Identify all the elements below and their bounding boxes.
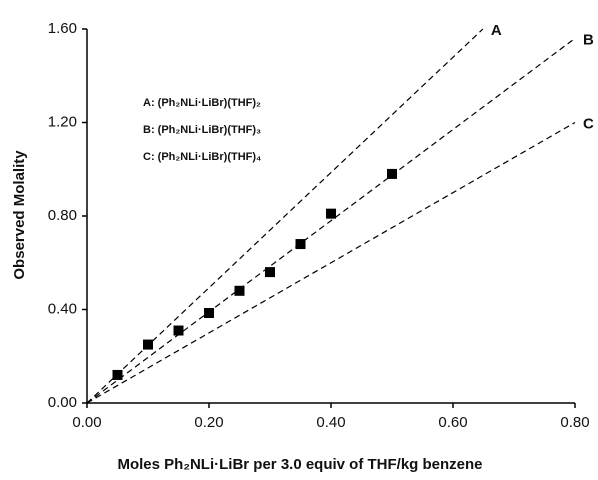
legend-entry: C: (Ph₂NLi·LiBr)(THF)₄ <box>143 151 261 163</box>
legend-entry: A: (Ph₂NLi·LiBr)(THF)₂ <box>143 97 261 109</box>
point <box>295 239 306 250</box>
point <box>204 308 214 319</box>
legend-entry: B: (Ph₂NLi·LiBr)(THF)₃ <box>143 124 261 136</box>
y-tick-label: 0.40 <box>48 300 77 317</box>
y-tick-label: 1.20 <box>48 113 77 130</box>
point <box>143 339 153 350</box>
y-tick-label: 0.00 <box>48 394 77 411</box>
line-label: C <box>583 115 594 132</box>
point <box>173 325 184 336</box>
point <box>234 285 245 296</box>
y-axis-label: Observed Molality <box>11 150 28 280</box>
line-label: B <box>583 31 594 48</box>
point <box>265 267 275 278</box>
x-tick-label: 0.20 <box>194 414 223 431</box>
line <box>86 37 576 404</box>
x-tick-label: 0.80 <box>560 414 589 431</box>
y-tick-label: 1.60 <box>48 20 77 37</box>
x-tick-label: 0.00 <box>72 414 101 431</box>
x-tick-label: 0.40 <box>316 414 345 431</box>
line-label: A <box>491 22 502 39</box>
x-axis-label: Moles Ph₂NLi·LiBr per 3.0 equiv of THF/k… <box>117 456 482 473</box>
line <box>86 121 576 404</box>
point <box>112 369 123 380</box>
point <box>387 168 397 179</box>
y-tick-label: 0.80 <box>48 207 77 224</box>
point <box>326 208 336 219</box>
x-tick-label: 0.60 <box>438 414 467 431</box>
